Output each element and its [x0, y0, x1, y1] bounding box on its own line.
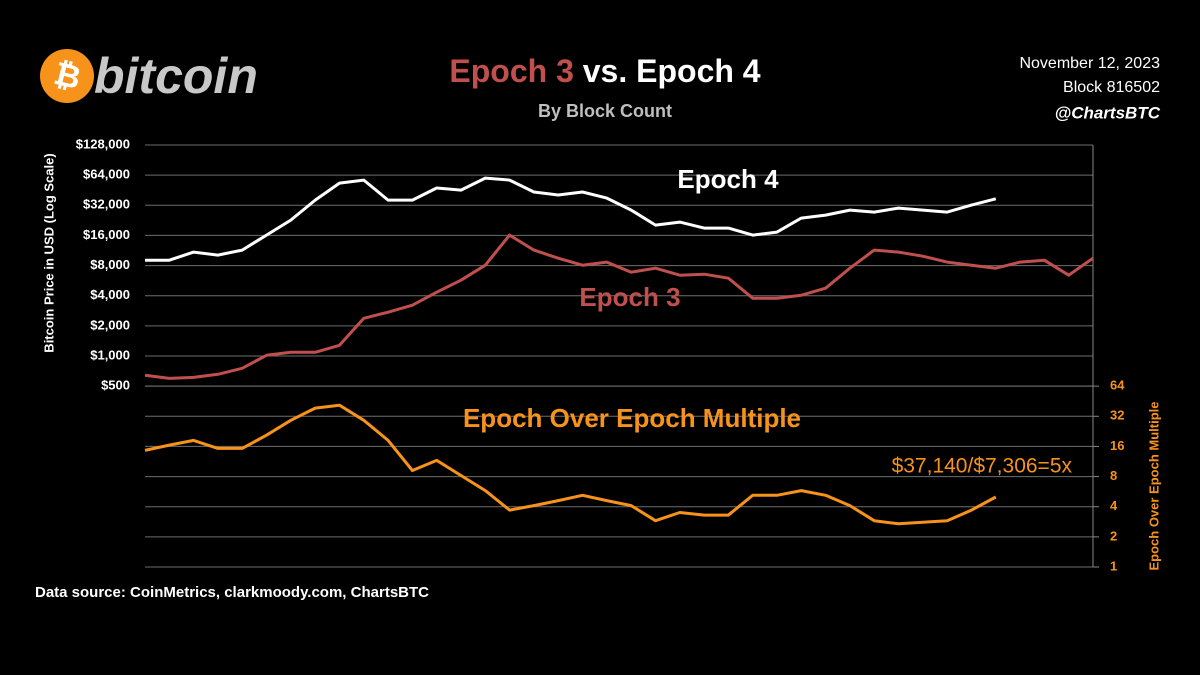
y-axis-label: Bitcoin Price in USD (Log Scale)	[41, 153, 56, 352]
y2-axis-label: Epoch Over Epoch Multiple	[1146, 401, 1161, 570]
chart-title: Epoch 3 vs. Epoch 4	[449, 53, 760, 89]
logo-circle	[40, 49, 94, 103]
y-tick-label: $128,000	[76, 136, 130, 151]
block: Block 816502	[1063, 79, 1160, 96]
series-label: Epoch Over Epoch Multiple	[463, 403, 801, 433]
title-part: Epoch 4	[636, 53, 761, 89]
y-tick-label: $32,000	[83, 197, 130, 212]
y2-tick-label: 1	[1110, 558, 1117, 573]
y2-tick-label: 8	[1110, 468, 1117, 483]
handle: @ChartsBTC	[1055, 103, 1161, 122]
series-label: Epoch 4	[677, 164, 779, 194]
subtitle: By Block Count	[538, 101, 672, 121]
source: Data source: CoinMetrics, clarkmoody.com…	[35, 584, 429, 601]
y-tick-label: $64,000	[83, 167, 130, 182]
y2-tick-label: 2	[1110, 528, 1117, 543]
y2-tick-label: 16	[1110, 438, 1124, 453]
y-tick-label: $8,000	[90, 257, 130, 272]
series-line	[144, 233, 1094, 380]
series-line	[144, 403, 997, 526]
y-tick-label: $1,000	[90, 347, 130, 362]
y-tick-label: $4,000	[90, 287, 130, 302]
series-label: Epoch 3	[579, 282, 680, 312]
y-tick-label: $16,000	[83, 227, 130, 242]
y-tick-label: $2,000	[90, 317, 130, 332]
y2-tick-label: 64	[1110, 378, 1125, 393]
date: November 12, 2023	[1019, 55, 1160, 72]
title-part: Epoch 3	[449, 53, 573, 89]
y-tick-label: $500	[101, 378, 130, 393]
annotation: $37,140/$7,306=5x	[892, 455, 1073, 478]
series-line	[145, 176, 997, 262]
logo-text: bitcoin	[94, 48, 258, 104]
y2-tick-label: 4	[1110, 498, 1118, 513]
y2-tick-label: 32	[1110, 408, 1124, 423]
title-part: vs.	[583, 53, 627, 89]
